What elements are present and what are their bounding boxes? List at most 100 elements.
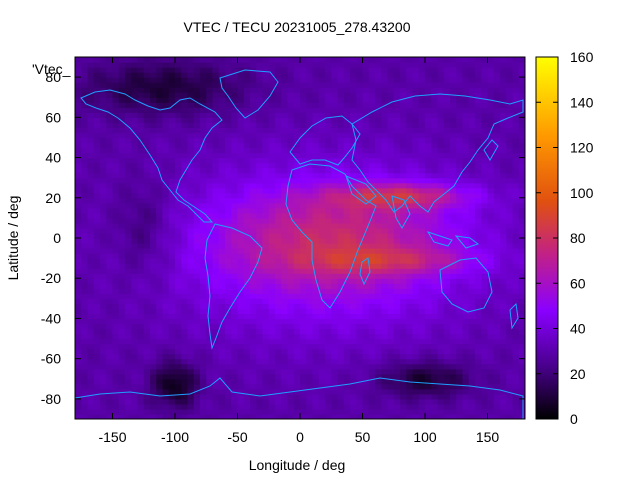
heatmap-cell [512,137,520,144]
heatmap-cell [362,172,370,179]
heatmap-cell [81,117,89,123]
heatmap-cell [418,243,426,249]
heatmap-cell [181,232,189,239]
heatmap-cell [162,92,170,98]
heatmap-cell [212,313,220,320]
heatmap-cell [118,393,126,400]
heatmap-cell [131,373,139,380]
heatmap-cell [406,107,414,113]
heatmap-cell [243,117,251,123]
heatmap-cell [500,127,507,134]
heatmap-cell [118,152,126,159]
heatmap-cell [381,303,389,309]
heatmap-cell [81,217,89,224]
heatmap-cell [350,408,357,415]
heatmap-cell [293,273,301,279]
heatmap-cell [118,283,126,289]
heatmap-cell [281,92,289,98]
heatmap-cell [418,207,426,214]
heatmap-cell [337,323,345,330]
heatmap-cell [156,328,164,335]
heatmap-cell [412,268,420,274]
heatmap-cell [262,353,270,360]
heatmap-cell [231,207,239,214]
heatmap-cell [350,333,357,340]
heatmap-cell [425,117,432,123]
heatmap-cell [362,393,370,400]
heatmap-cell [112,227,120,234]
heatmap-cell [400,232,407,239]
heatmap-cell [156,268,164,274]
heatmap-cell [168,187,176,194]
heatmap-cell [356,197,364,204]
heatmap-cell [106,107,114,113]
heatmap-cell [225,162,232,169]
heatmap-cell [237,207,245,214]
heatmap-cell [125,248,132,254]
heatmap-cell [325,248,332,254]
heatmap-cell [518,288,525,294]
heatmap-cell [325,343,332,350]
heatmap-cell [368,82,376,88]
heatmap-cell [400,102,407,108]
heatmap-cell [93,263,101,269]
heatmap-cell [87,127,95,134]
heatmap-cell [231,107,239,113]
heatmap-cell [262,112,270,118]
heatmap-cell [425,248,432,254]
heatmap-cell [412,403,420,410]
heatmap-cell [256,202,264,209]
heatmap-cell [362,268,370,274]
heatmap-cell [150,177,157,184]
heatmap-cell [456,378,464,385]
heatmap-cell [412,253,420,259]
heatmap-cell [131,217,139,224]
heatmap-cell [137,212,145,219]
heatmap-cell [225,348,232,355]
heatmap-cell [106,177,114,184]
heatmap-cell [400,403,407,410]
heatmap-cell [306,413,314,419]
heatmap-cell [418,202,426,209]
heatmap-cell [168,398,176,405]
heatmap-cell [493,172,501,179]
heatmap-cell [356,77,364,83]
heatmap-cell [112,303,120,309]
heatmap-cell [431,303,439,309]
heatmap-cell [462,393,470,400]
heatmap-cell [206,117,214,123]
heatmap-cell [237,212,245,219]
heatmap-cell [212,202,220,209]
heatmap-cell [268,323,276,330]
heatmap-cell [218,238,226,244]
heatmap-cell [168,293,176,299]
heatmap-cell [468,363,476,370]
heatmap-cell [343,363,351,370]
heatmap-cell [418,263,426,269]
heatmap-cell [75,197,82,204]
heatmap-cell [206,82,214,88]
heatmap-cell [468,207,476,214]
heatmap-cell [131,283,139,289]
heatmap-cell [193,348,201,355]
heatmap-cell [318,152,326,159]
heatmap-cell [300,192,307,199]
heatmap-cell [75,137,82,144]
heatmap-cell [418,167,426,174]
heatmap-cell [262,258,270,264]
heatmap-cell [331,333,339,340]
heatmap-cell [256,348,264,355]
heatmap-cell [418,82,426,88]
heatmap-cell [287,157,295,164]
heatmap-cell [350,268,357,274]
heatmap-cell [112,192,120,199]
heatmap-cell [218,212,226,219]
heatmap-cell [518,273,525,279]
heatmap-cell [206,258,214,264]
heatmap-cell [493,293,501,299]
heatmap-cell [75,167,82,174]
heatmap-cell [337,283,345,289]
heatmap-cell [450,398,457,405]
heatmap-cell [512,127,520,134]
heatmap-cell [193,313,201,320]
